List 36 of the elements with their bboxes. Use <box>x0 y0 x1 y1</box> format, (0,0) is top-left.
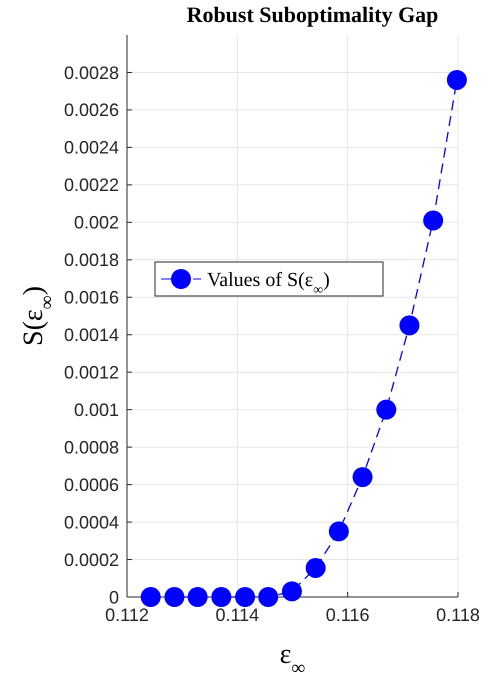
x-tick-label: 0.116 <box>326 605 370 625</box>
point <box>423 210 444 230</box>
y-tick-label: 0.0028 <box>64 62 119 83</box>
y-tick-label: 0.0002 <box>64 550 119 570</box>
point <box>399 315 420 336</box>
point <box>188 587 208 607</box>
legend-label: Values of S(ε$_{∞}$) <box>207 269 330 298</box>
y-tick-label: 0.0014 <box>64 325 119 346</box>
x-tick-label: 0.112 <box>105 605 149 625</box>
y-tick-label: 0.001 <box>74 400 119 420</box>
y-tick-label: 0.0026 <box>64 100 119 120</box>
y-tick-label: 0.0004 <box>64 512 119 532</box>
y-tick-label: 0.002 <box>74 212 119 233</box>
y-tick-label: 0 <box>108 587 119 608</box>
y-tick-label: 0.0016 <box>64 288 119 308</box>
y-tick-label: 0.0024 <box>64 138 119 158</box>
y-tick-label: 0.0006 <box>64 474 119 495</box>
point <box>164 587 184 607</box>
y-tick-label: 0.0018 <box>64 250 119 270</box>
point <box>258 587 278 607</box>
point <box>352 467 373 488</box>
x-axis-title: ε$_{∞}$ <box>280 639 306 677</box>
point <box>446 70 467 90</box>
y-tick-label: 0.0008 <box>64 437 119 458</box>
y-tick-label: 0.0012 <box>64 362 119 382</box>
point <box>328 521 349 542</box>
y-tick-label: 0.0022 <box>64 175 119 196</box>
point <box>306 558 326 578</box>
point <box>211 587 232 607</box>
point <box>376 400 396 420</box>
x-tick-label: 0.118 <box>436 605 480 625</box>
point <box>282 581 302 602</box>
point <box>235 587 256 607</box>
x-tick-label: 0.114 <box>215 605 260 625</box>
chart-title: Robust Suboptimality Gap <box>186 2 438 27</box>
point <box>140 587 161 607</box>
